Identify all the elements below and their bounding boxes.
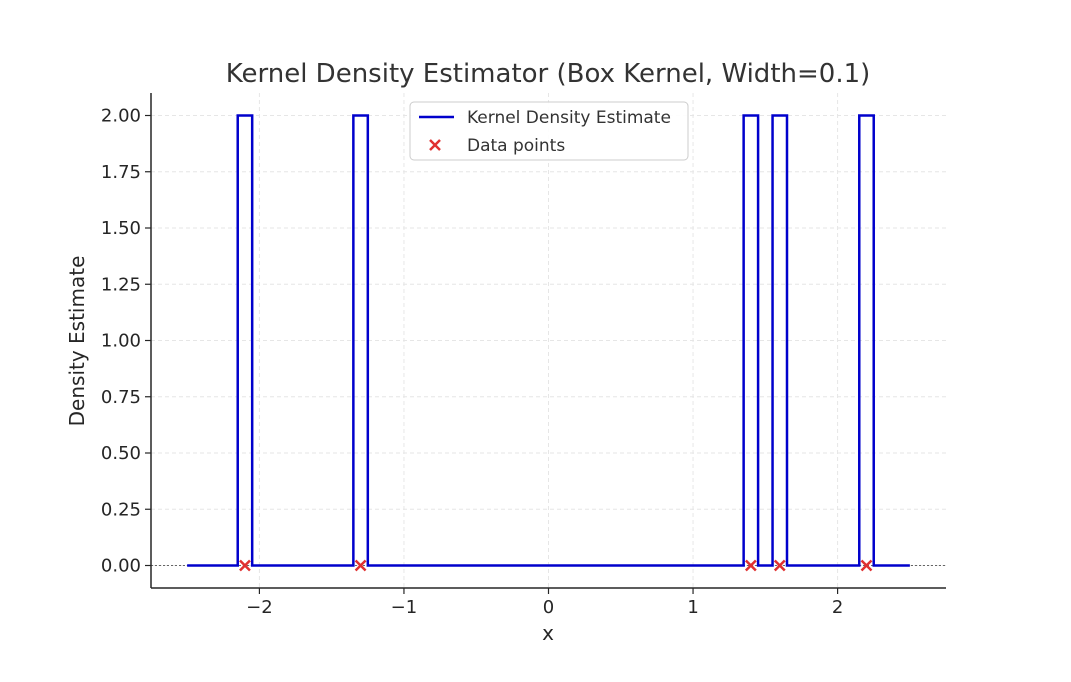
data-point-marker [354, 559, 367, 572]
data-point-stroke [773, 559, 786, 572]
series-layer [187, 114, 910, 572]
y-tick-label: 1.50 [101, 218, 141, 239]
kde-line [187, 114, 910, 567]
data-point-stroke [744, 559, 757, 572]
legend-frame [409, 101, 689, 161]
ticks: −2 −1 0 1 2 0.00 0.25 0.50 0.75 1.00 1.25 1.50 1.75 2… [101, 106, 843, 619]
legend: Kernel Density Estimate Data points [409, 101, 689, 161]
x-tick-label: 2 [832, 597, 843, 618]
chart-title: Kernel Density Estimator (Box Kernel, Wi… [226, 59, 871, 89]
data-point-marker [239, 559, 251, 572]
y-tick-label: 1.75 [101, 162, 141, 183]
x-tick-label: 0 [543, 597, 554, 618]
x-tick-label: −1 [391, 597, 418, 618]
data-point-marker [744, 559, 757, 572]
data-point-stroke [354, 559, 367, 572]
legend-label-data-points: Data points [467, 136, 565, 156]
x-axis-label: x [542, 621, 554, 645]
data-point-marker [773, 559, 786, 572]
y-axis-label: Density Estimate [65, 256, 89, 427]
y-tick-label: 1.00 [101, 331, 141, 352]
y-tick-label: 0.75 [101, 387, 141, 408]
legend-label-kde: Kernel Density Estimate [467, 108, 671, 128]
legend-marker-swatch [429, 139, 441, 151]
y-tick-label: 1.25 [101, 274, 141, 295]
data-point-stroke [239, 559, 251, 572]
x-tick-label: 1 [687, 597, 698, 618]
y-tick-label: 0.50 [101, 443, 141, 464]
data-point-marker [860, 559, 873, 572]
x-tick-label: −2 [246, 597, 273, 618]
y-tick-label: 0.25 [101, 499, 141, 520]
y-tick-label: 0.00 [101, 556, 141, 577]
y-tick-label: 2.00 [101, 106, 141, 127]
grid [151, 93, 946, 588]
data-point-stroke [860, 559, 873, 572]
